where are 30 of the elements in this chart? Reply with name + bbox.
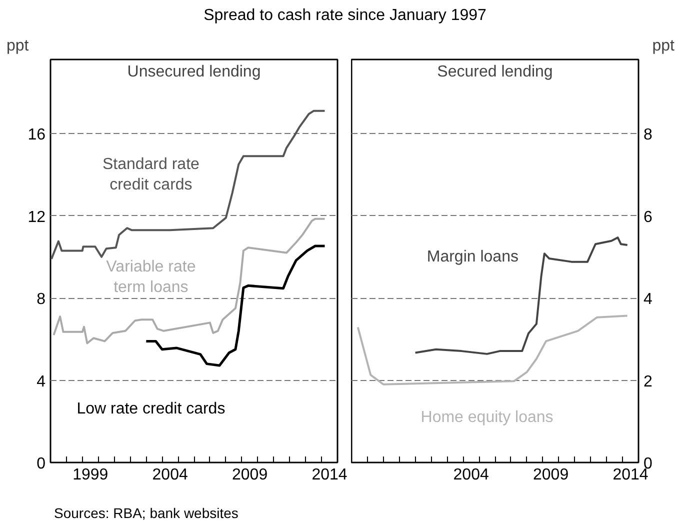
- x-tick-label: 1999: [72, 466, 108, 484]
- y-tick-label: 6: [644, 208, 652, 226]
- y-tick-label: 8: [36, 291, 46, 308]
- line-series: [356, 314, 628, 386]
- line-series: [52, 218, 326, 344]
- y-tick-label: 12: [28, 208, 46, 226]
- chart-title: Spread to cash rate since January 1997: [204, 6, 486, 26]
- y-axis-title: ppt: [652, 38, 676, 54]
- y-tick-label: 0: [36, 456, 46, 472]
- x-tick-label: 2009: [533, 466, 569, 484]
- source-note: Sources: RBA; bank websites: [54, 504, 238, 523]
- y-tick-label: 8: [644, 126, 652, 144]
- y-tick-label: 2: [644, 373, 652, 390]
- series-label: Variable rate term loans: [106, 258, 196, 296]
- y-tick-label: 4: [644, 291, 652, 308]
- series-label: Home equity loans: [420, 408, 554, 426]
- x-tick-label: 2004: [453, 466, 489, 484]
- y-tick-label: 4: [36, 373, 46, 390]
- series-label: Margin loans: [426, 248, 518, 266]
- y-axis-title: ppt: [6, 38, 30, 54]
- line-series: [50, 110, 326, 260]
- line-series: [414, 236, 628, 355]
- chart-subtitle: Secured lending: [437, 64, 553, 80]
- text: Low rate credit cards: [76, 400, 226, 418]
- x-tick-label: 2004: [152, 466, 188, 484]
- chart-subtitle: Unsecured lending: [127, 64, 261, 80]
- series-label: Standard rate credit cards: [102, 156, 200, 194]
- x-tick-label: 2009: [232, 466, 268, 484]
- y-tick-label: 16: [28, 126, 46, 144]
- x-tick-label: 2014: [312, 466, 348, 484]
